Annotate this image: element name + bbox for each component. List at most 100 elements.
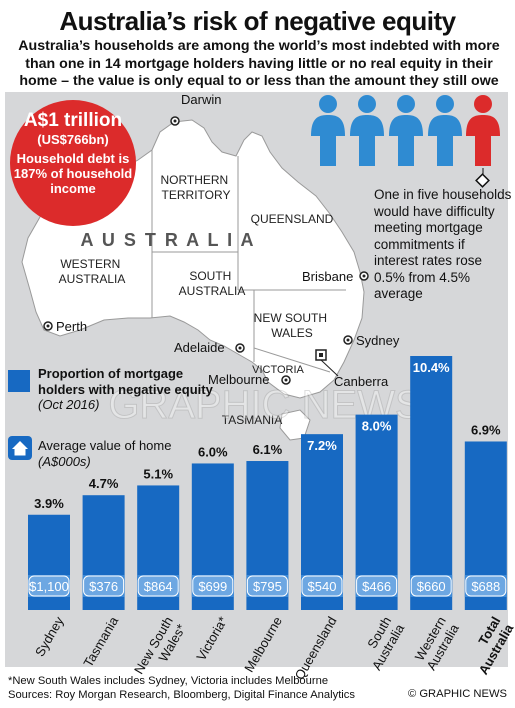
home-value-pill [137,575,179,597]
city-square-canberra-inner [319,353,323,357]
bar-group: $376 4.7% Tasmania [80,476,125,670]
sources-text: Sources: Roy Morgan Research, Bloomberg,… [8,689,355,701]
bar-group: $699 6.0% Victoria* [191,444,234,663]
home-value-pill [465,575,507,597]
home-value-label: $795 [253,579,282,594]
border-nsw-vic [253,347,331,373]
legend-proportion-swatch [8,370,30,392]
person-body [466,115,500,136]
city-adelaide: Adelaide [174,340,225,355]
category-label: Tasmania [80,613,121,669]
person-icon [466,95,500,166]
region-label: NORTHERN TERRITORY [160,173,231,202]
bar-value-label: 3.9% [34,496,64,511]
home-value-pill [83,575,125,597]
home-value-pill [192,575,234,597]
region-sa-1: SOUTH [189,269,231,283]
bar-base-band [191,575,234,597]
region-sa-2: AUSTRALIA [179,284,246,298]
home-value-pill [356,575,398,597]
bar-base-band [355,575,398,597]
region-vic: VICTORIA [252,364,304,376]
bar-value-label: 6.9% [471,422,501,437]
home-value-label: $699 [198,579,227,594]
person-body [350,115,384,136]
home-value-label: $466 [362,579,391,594]
bar-value-label: 10.4% [413,360,450,375]
city-dot-darwin-inner [173,119,177,123]
bar-base-band [410,575,453,597]
bar-value-label: 6.1% [253,442,283,457]
region-nt-2: TERRITORY [162,188,231,202]
region-nt-1: NORTHERN [160,173,228,187]
home-value-pill [28,575,70,597]
chart-subtitle: Australia’s households are among the wor… [18,38,500,89]
category-label-line: Victoria* [193,614,230,663]
map-country-label: A U S T R A L I A [80,230,255,250]
home-value-pill [301,575,343,597]
debt-amount: A$1 trillion [23,110,123,131]
city-dot-sydney-inner [346,338,350,342]
home-value-pill [246,575,288,597]
city-dot-melbourne-inner [284,378,288,382]
city-dot-perth-inner [46,324,50,328]
city-perth: Perth [56,319,87,334]
home-value-label: $376 [89,579,118,594]
one-in-five-note: One in five households would have diffic… [374,187,512,301]
person-icon [428,95,462,166]
red-person-marker [475,173,490,188]
category-label: Sydney [32,614,67,659]
bar-group: $688 6.9% TotalAustralia [464,422,515,677]
region-qld: QUEENSLAND [251,212,334,226]
city-darwin: Darwin [181,92,221,107]
region-nsw-2: WALES [271,326,313,340]
region-label: WESTERN AUSTRALIA [59,257,126,286]
home-value-label: $1,100 [29,579,69,594]
chart-title: Australia’s risk of negative equity [59,6,456,36]
city-dot-adelaide-inner [238,346,242,350]
region-nsw-1: NEW SOUTH [254,311,327,325]
person-legs [398,134,414,166]
person-head [474,95,492,113]
person-icon [389,95,423,166]
home-value-label: $688 [471,579,500,594]
region-wa-2: AUSTRALIA [59,272,126,286]
person-head [397,95,415,113]
household-debt-circle: A$1 trillion (US$766bn) Household debt i… [10,100,136,226]
bar-base-band [301,575,343,597]
category-label: Melbourne [241,614,285,675]
bar-base-band [464,575,507,597]
bar-value-label: 6.0% [198,444,228,459]
bar-value-label: 8.0% [362,419,392,434]
person-legs [320,134,336,166]
city-brisbane: Brisbane [302,269,353,284]
legend-home-value-unit: (A$000s) [38,453,91,469]
person-icon [350,95,384,166]
region-label: NEW SOUTH WALES [254,311,331,340]
bar-group: $540 7.2% Queensland [292,434,343,682]
category-label: SouthAustralia [356,613,408,672]
region-label: SOUTH AUSTRALIA [179,269,246,298]
region-tas: TASMANIA [222,413,282,427]
credit-text: © GRAPHIC NEWS [408,688,507,700]
city-melbourne: Melbourne [208,372,269,387]
bar-group: $466 8.0% SouthAustralia [355,414,408,673]
category-label-line: Queensland [292,614,340,682]
home-value-pill [410,575,452,597]
bar [410,356,453,610]
bar-value-label: 5.1% [143,466,173,481]
category-label-line: Tasmania [80,613,121,669]
bar-group: $660 10.4% WesternAustralia [410,356,462,673]
city-canberra: Canberra [334,374,389,389]
category-label: WesternAustralia [411,613,463,672]
house-icon [8,436,32,460]
legend-proportion-date: (Oct 2016) [38,397,100,412]
region-wa-1: WESTERN [60,257,120,271]
category-label: Victoria* [193,614,230,663]
home-value-label: $864 [144,579,173,594]
person-body [389,115,423,136]
city-dot-brisbane-inner [362,274,366,278]
bar-group: $795 6.1% Melbourne [241,442,289,675]
city-sydney: Sydney [356,333,400,348]
bar-value-label: 4.7% [89,476,119,491]
